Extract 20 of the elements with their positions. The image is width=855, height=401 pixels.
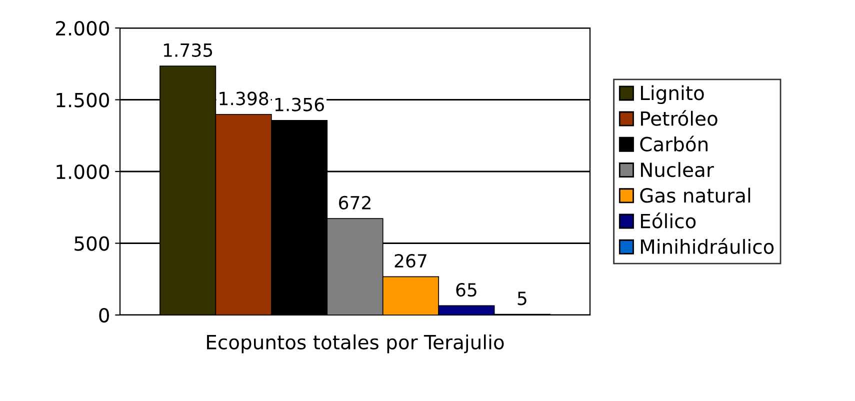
- data-label: 267: [394, 254, 426, 268]
- legend-label: Petróleo: [641, 110, 718, 126]
- y-tick-label: 500: [74, 236, 109, 251]
- legend-label: Eólico: [641, 212, 696, 228]
- y-tick-label: 1.500: [56, 92, 109, 108]
- data-label: 5: [518, 292, 526, 306]
- data-label: 65: [456, 282, 476, 297]
- data-label: 1.356: [275, 98, 324, 112]
- legend-label: Gas natural: [640, 188, 750, 203]
- legend-label: Lignito: [641, 85, 704, 104]
- data-label: 672: [339, 196, 370, 210]
- legend-label: Minihidráulico: [641, 238, 774, 254]
- data-label: 1.735: [164, 43, 212, 57]
- legend-label: Nuclear: [641, 162, 714, 178]
- y-tick-label: 2.000: [56, 20, 109, 36]
- x-tick-label: Ecopuntos totales por Terajulio: [207, 334, 504, 354]
- y-tick-label: 1.000: [56, 164, 109, 180]
- legend-label: Carbón: [640, 136, 708, 152]
- y-tick-label: 0: [99, 308, 109, 323]
- data-label: 1.398: [220, 92, 268, 106]
